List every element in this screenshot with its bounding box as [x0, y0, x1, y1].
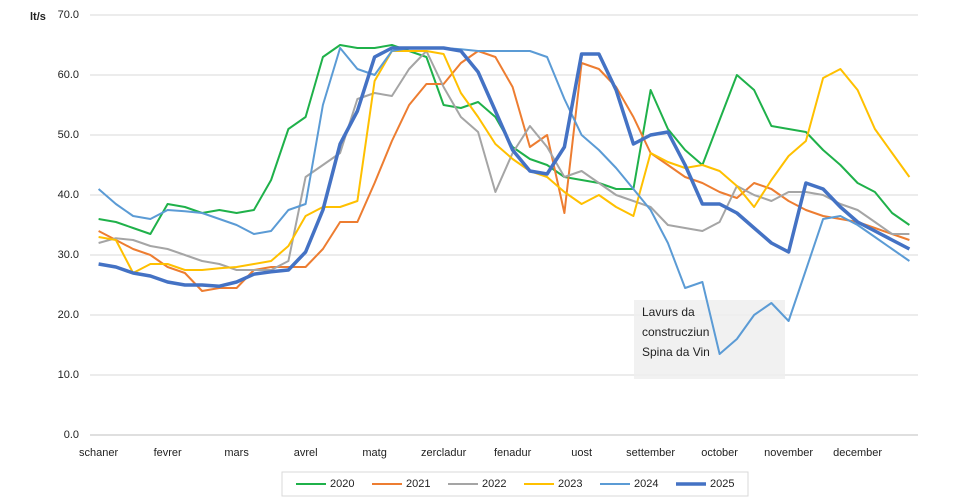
legend-label: 2021: [406, 478, 430, 490]
y-tick-label: 60.0: [58, 69, 79, 81]
y-tick-label: 30.0: [58, 249, 79, 261]
legend-box: [281, 471, 749, 497]
y-axis-label: lt/s: [30, 11, 46, 23]
series-line: [98, 50, 911, 274]
x-tick-label: zercladur: [421, 447, 467, 459]
y-tick-label: 0.0: [64, 429, 79, 441]
x-tick-label: fevrer: [154, 447, 182, 459]
annotation-text: Lavurs da: [642, 305, 695, 319]
legend-label: 2020: [330, 478, 354, 490]
x-tick-label: december: [833, 447, 882, 459]
series-line: [98, 50, 910, 271]
y-tick-label: 20.0: [58, 309, 79, 321]
annotation-text: Spina da Vin: [642, 345, 710, 359]
legend-label: 2024: [634, 478, 658, 490]
legend-label: 2025: [710, 478, 734, 490]
x-tick-label: uost: [571, 447, 592, 459]
y-tick-label: 70.0: [58, 9, 79, 21]
y-tick-label: 50.0: [58, 129, 79, 141]
legend-label: 2023: [558, 478, 582, 490]
x-tick-label: settember: [626, 447, 675, 459]
series-line: [98, 46, 911, 288]
x-tick-label: avrel: [294, 447, 318, 459]
series-line: [97, 47, 910, 355]
x-tick-label: fenadur: [494, 447, 532, 459]
x-tick-label: mars: [224, 447, 249, 459]
x-tick-label: november: [764, 447, 813, 459]
annotation-text: construcziun: [642, 325, 709, 339]
y-tick-label: 40.0: [58, 189, 79, 201]
x-tick-label: october: [701, 447, 738, 459]
x-tick-label: matg: [362, 447, 386, 459]
legend-label: 2022: [482, 478, 506, 490]
y-tick-label: 10.0: [58, 369, 79, 381]
series-line: [98, 50, 910, 292]
x-tick-label: schaner: [79, 447, 118, 459]
